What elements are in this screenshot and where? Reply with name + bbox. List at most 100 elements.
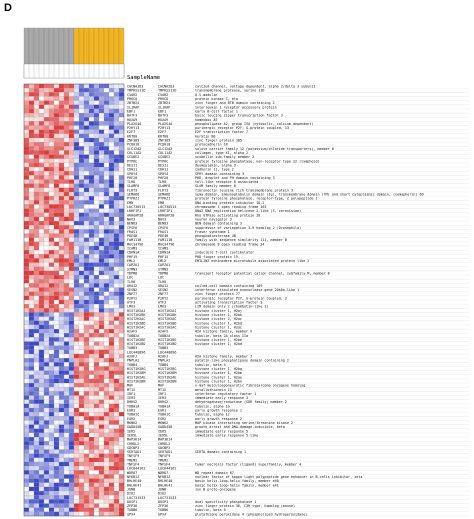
row-label-gene: PHF15 bbox=[127, 255, 137, 259]
heatmap-cell bbox=[68, 387, 75, 392]
heatmap-cell bbox=[118, 179, 125, 184]
heatmap-cell bbox=[113, 341, 120, 346]
heatmap-cell bbox=[48, 304, 55, 309]
heatmap-cell bbox=[48, 416, 55, 421]
heatmap-cell bbox=[28, 324, 35, 330]
row-label-id: H2AFX bbox=[158, 330, 169, 334]
heatmap-cell bbox=[88, 329, 95, 334]
heatmap-cell bbox=[83, 241, 90, 247]
heatmap-cell bbox=[48, 150, 55, 155]
heatmap-cell bbox=[58, 403, 65, 409]
heatmap-cell bbox=[78, 453, 85, 458]
heatmap-cell bbox=[103, 121, 110, 126]
heatmap-cell bbox=[33, 275, 40, 280]
row-label-gene: CAPZA1 bbox=[127, 263, 139, 267]
heatmap-cell bbox=[53, 196, 60, 201]
heatmap-cell bbox=[98, 146, 105, 151]
heatmap-cell bbox=[118, 229, 125, 234]
heatmap-cell bbox=[98, 250, 105, 255]
heatmap-cell bbox=[48, 275, 55, 280]
heatmap-cell bbox=[33, 424, 40, 429]
heatmap-cell bbox=[88, 245, 95, 251]
row-label-gene: CDH11 bbox=[127, 168, 137, 172]
heatmap-cell bbox=[68, 424, 75, 429]
heatmap-cell bbox=[43, 341, 50, 346]
heatmap-cell bbox=[58, 196, 65, 201]
heatmap-cell bbox=[113, 474, 120, 479]
heatmap-cell bbox=[48, 424, 55, 429]
heatmap-cell bbox=[93, 349, 100, 355]
heatmap-cell bbox=[118, 329, 125, 334]
heatmap-cell bbox=[68, 353, 75, 359]
heatmap-cell bbox=[88, 470, 95, 475]
heatmap-cell bbox=[78, 129, 85, 134]
heatmap-cell bbox=[28, 437, 35, 442]
row-label-gene: STMN3 bbox=[127, 267, 137, 271]
heatmap-cell bbox=[43, 441, 50, 446]
row-label-id: NFKBIZ bbox=[158, 475, 170, 479]
heatmap-cell bbox=[98, 216, 105, 222]
heatmap-cell bbox=[28, 96, 35, 101]
row-label-id: GPX4 bbox=[158, 512, 166, 516]
row-label-gene: HIST1H2BM bbox=[127, 371, 145, 375]
heatmap-cell bbox=[113, 295, 120, 301]
heatmap-cell bbox=[78, 183, 85, 188]
row-label-gene: E2F7 bbox=[127, 130, 135, 134]
heatmap-cell bbox=[48, 345, 55, 350]
heatmap-cell bbox=[93, 221, 100, 226]
heatmap-cell bbox=[38, 108, 45, 114]
heatmap-cell bbox=[53, 441, 60, 446]
heatmap-cell bbox=[78, 403, 85, 409]
heatmap-cell bbox=[48, 88, 55, 93]
heatmap-cell bbox=[58, 358, 65, 363]
heatmap-cell bbox=[28, 486, 35, 492]
heatmap-cell bbox=[68, 250, 75, 255]
heatmap-cell bbox=[73, 299, 80, 305]
heatmap-cell bbox=[83, 374, 90, 379]
heatmap-cell bbox=[93, 333, 100, 338]
heatmap-cell bbox=[108, 254, 115, 259]
heatmap-cell bbox=[98, 391, 105, 396]
heatmap-cell bbox=[23, 187, 30, 193]
heatmap-cell bbox=[113, 142, 120, 147]
heatmap-cell bbox=[113, 486, 120, 492]
heatmap-cell bbox=[48, 366, 55, 371]
heatmap-cell bbox=[93, 503, 100, 508]
heatmap-cell bbox=[53, 287, 60, 292]
heatmap-cell bbox=[43, 474, 50, 479]
heatmap-cell bbox=[113, 304, 120, 309]
heatmap-cell bbox=[58, 383, 65, 388]
heatmap-cell bbox=[78, 304, 85, 309]
heatmap-cell bbox=[88, 225, 95, 230]
heatmap-cell bbox=[73, 399, 80, 404]
heatmap-cell bbox=[48, 320, 55, 325]
heatmap-cell bbox=[93, 403, 100, 409]
heatmap-cell bbox=[108, 117, 115, 122]
heatmap-cell bbox=[103, 391, 110, 396]
heatmap-cell bbox=[48, 142, 55, 147]
heatmap-cell bbox=[93, 171, 100, 176]
heatmap-cell bbox=[38, 316, 45, 321]
heatmap-cell bbox=[108, 204, 115, 209]
heatmap-cell bbox=[73, 146, 80, 151]
heatmap-cell bbox=[38, 216, 45, 222]
row-label-gene: GADD45B bbox=[127, 425, 141, 429]
heatmap-cell bbox=[38, 370, 45, 375]
heatmap-cell bbox=[48, 407, 55, 413]
heatmap-cell bbox=[68, 491, 75, 496]
heatmap-cell bbox=[108, 113, 115, 118]
heatmap-cell bbox=[103, 104, 110, 109]
row-label-description: fibronectin leucine rich transmembrane p… bbox=[195, 188, 293, 192]
heatmap-cell bbox=[43, 333, 50, 338]
heatmap-cell bbox=[88, 445, 95, 450]
heatmap-cell bbox=[68, 420, 75, 425]
heatmap-cell bbox=[83, 499, 90, 504]
heatmap-cell bbox=[118, 366, 125, 371]
heatmap-cell bbox=[23, 449, 30, 454]
heatmap-cell bbox=[23, 507, 30, 512]
heatmap-cell bbox=[63, 345, 70, 350]
heatmap-cell bbox=[28, 453, 35, 458]
heatmap-cell bbox=[58, 486, 65, 492]
heatmap-cell bbox=[38, 320, 45, 325]
heatmap-cell bbox=[113, 316, 120, 321]
